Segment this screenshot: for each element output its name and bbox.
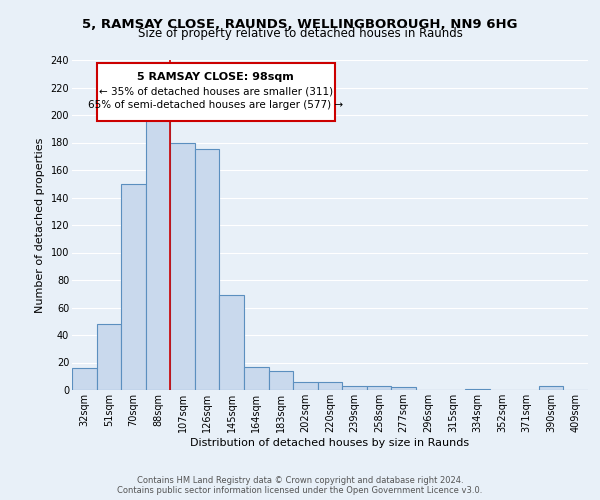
Bar bbox=[72, 368, 97, 390]
Text: 5 RAMSAY CLOSE: 98sqm: 5 RAMSAY CLOSE: 98sqm bbox=[137, 72, 294, 83]
Bar bbox=[465, 388, 490, 390]
Bar bbox=[367, 386, 391, 390]
Bar bbox=[170, 142, 195, 390]
Text: Contains public sector information licensed under the Open Government Licence v3: Contains public sector information licen… bbox=[118, 486, 482, 495]
Bar bbox=[146, 115, 170, 390]
Bar bbox=[391, 387, 416, 390]
Y-axis label: Number of detached properties: Number of detached properties bbox=[35, 138, 45, 312]
FancyBboxPatch shape bbox=[97, 62, 335, 120]
Bar bbox=[318, 382, 342, 390]
Text: Size of property relative to detached houses in Raunds: Size of property relative to detached ho… bbox=[137, 28, 463, 40]
Bar bbox=[121, 184, 146, 390]
Text: ← 35% of detached houses are smaller (311): ← 35% of detached houses are smaller (31… bbox=[98, 86, 333, 96]
Text: 65% of semi-detached houses are larger (577) →: 65% of semi-detached houses are larger (… bbox=[88, 100, 343, 110]
Bar bbox=[220, 295, 244, 390]
Bar bbox=[342, 386, 367, 390]
X-axis label: Distribution of detached houses by size in Raunds: Distribution of detached houses by size … bbox=[190, 438, 470, 448]
Text: 5, RAMSAY CLOSE, RAUNDS, WELLINGBOROUGH, NN9 6HG: 5, RAMSAY CLOSE, RAUNDS, WELLINGBOROUGH,… bbox=[82, 18, 518, 30]
Bar bbox=[244, 366, 269, 390]
Bar bbox=[293, 382, 318, 390]
Bar bbox=[539, 386, 563, 390]
Bar bbox=[97, 324, 121, 390]
Bar bbox=[195, 150, 220, 390]
Text: Contains HM Land Registry data © Crown copyright and database right 2024.: Contains HM Land Registry data © Crown c… bbox=[137, 476, 463, 485]
Bar bbox=[269, 371, 293, 390]
